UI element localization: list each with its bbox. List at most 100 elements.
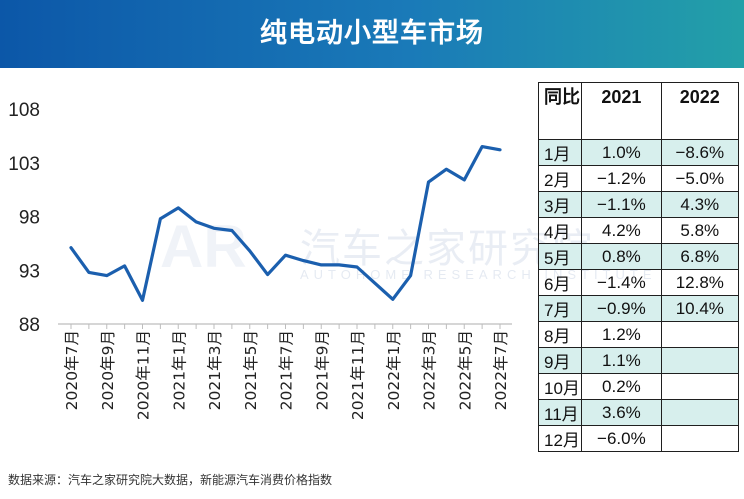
value-2022-cell: 5.8% (660, 217, 740, 244)
month-cell: 10月 (537, 373, 583, 400)
table-row: 9月 1.1% (537, 347, 740, 374)
value-2022-cell (660, 321, 740, 348)
x-tick-label: 2022年3月 (421, 330, 439, 410)
header-2022: 2022 (660, 82, 740, 140)
month-cell: 5月 (537, 243, 583, 270)
x-tick-label: 2021年1月 (170, 330, 188, 410)
value-2021-cell: 1.1% (581, 347, 662, 374)
data-point (391, 298, 394, 301)
data-point (123, 264, 126, 268)
data-source-note: 数据来源：汽车之家研究院大数据，新能源汽车消费价格指数 (8, 473, 333, 487)
month-cell: 8月 (537, 321, 583, 348)
data-point (498, 148, 502, 152)
data-point (427, 180, 430, 184)
table-row: 7月 −0.9% 10.4% (537, 295, 740, 322)
value-2021-cell: 3.6% (581, 399, 662, 426)
value-2022-cell: 12.8% (660, 269, 740, 296)
month-cell: 11月 (537, 399, 583, 426)
y-tick-label: 88 (19, 315, 40, 336)
value-2022-cell (660, 399, 740, 426)
month-cell: 12月 (537, 425, 583, 452)
data-point (337, 263, 341, 267)
data-point (409, 274, 412, 277)
line-chart: 88 93 98 103 108 2020年7月 2020年9月 2020年11月 2021年1… (8, 100, 512, 420)
table-row: 5月 0.8% 6.8% (537, 243, 740, 270)
month-cell: 1月 (537, 139, 583, 166)
x-tick-label: 2020年7月 (63, 330, 81, 410)
data-point (302, 259, 305, 262)
value-2021-cell: 4.2% (581, 217, 662, 244)
data-point (230, 229, 234, 232)
x-tick-label: 2020年11月 (135, 330, 153, 420)
x-tick-label: 2021年11月 (349, 330, 367, 420)
yoy-table: 同比 2021 2022 1月 1.0% −8.6% 2月 −1.2% −5.0% 3月 −1… (537, 82, 740, 452)
data-point (87, 271, 91, 274)
chart-title: 纯电动小型车市场 (260, 18, 484, 49)
x-tick-label: 2022年5月 (456, 330, 474, 410)
data-point (355, 265, 359, 269)
data-point (212, 227, 216, 230)
y-tick-label: 93 (19, 261, 40, 282)
table-header-row: 同比 2021 2022 (537, 82, 740, 140)
data-point (105, 274, 108, 277)
month-cell: 2月 (537, 165, 583, 192)
x-tick-label: 2021年5月 (242, 330, 260, 410)
value-2021-cell: 0.2% (581, 373, 662, 400)
value-2022-cell (660, 425, 740, 452)
x-tick-label: 2020年9月 (99, 330, 117, 410)
table-row: 4月 4.2% 5.8% (537, 217, 740, 244)
value-2022-cell: 10.4% (660, 295, 740, 322)
header-2021: 2021 (581, 82, 662, 140)
y-tick-label: 98 (19, 208, 40, 229)
x-tick-label: 2021年9月 (313, 330, 331, 410)
data-point (194, 220, 198, 224)
data-point (69, 246, 73, 249)
table-row: 11月 3.6% (537, 399, 740, 426)
y-tick-label: 103 (8, 154, 40, 175)
data-point (248, 249, 251, 253)
month-cell: 4月 (537, 217, 583, 244)
data-point (463, 178, 466, 182)
data-point (480, 145, 484, 148)
data-point (284, 254, 287, 257)
table-row: 6月 −1.4% 12.8% (537, 269, 740, 296)
data-point (320, 263, 323, 267)
y-tick-label: 108 (8, 100, 40, 121)
table-row: 8月 1.2% (537, 321, 740, 348)
table-row: 12月 −6.0% (537, 425, 740, 452)
title-banner: 纯电动小型车市场 (0, 0, 744, 68)
x-tick-label: 2022年1月 (385, 330, 403, 410)
table-row: 2月 −1.2% −5.0% (537, 165, 740, 192)
value-2021-cell: −1.1% (581, 191, 662, 218)
value-2022-cell: −5.0% (660, 165, 740, 192)
data-point (266, 273, 269, 276)
data-point (373, 281, 377, 285)
value-2022-cell (660, 373, 740, 400)
month-cell: 3月 (537, 191, 583, 218)
month-cell: 9月 (537, 347, 583, 374)
value-2021-cell: 1.2% (581, 321, 662, 348)
value-2021-cell: 1.0% (581, 139, 662, 166)
value-2021-cell: −6.0% (581, 425, 662, 452)
header-yoy: 同比 (537, 82, 583, 140)
x-tick-label: 2022年7月 (492, 330, 510, 410)
x-tick-label: 2021年3月 (206, 330, 224, 410)
value-2021-cell: −0.9% (581, 295, 662, 322)
data-point (177, 206, 180, 210)
data-point (445, 168, 448, 171)
month-cell: 6月 (537, 269, 583, 296)
table-row: 3月 −1.1% 4.3% (537, 191, 740, 218)
value-2022-cell: 6.8% (660, 243, 740, 270)
table-row: 1月 1.0% −8.6% (537, 139, 740, 166)
value-2021-cell: 0.8% (581, 243, 662, 270)
x-tick-label: 2021年7月 (278, 330, 296, 410)
value-2022-cell: −8.6% (660, 139, 740, 166)
data-point (141, 299, 144, 302)
data-point (159, 217, 162, 220)
value-2022-cell (660, 347, 740, 374)
value-2021-cell: −1.4% (581, 269, 662, 296)
value-2022-cell: 4.3% (660, 191, 740, 218)
month-cell: 7月 (537, 295, 583, 322)
series-line (69, 144, 502, 302)
value-2021-cell: −1.2% (581, 165, 662, 192)
